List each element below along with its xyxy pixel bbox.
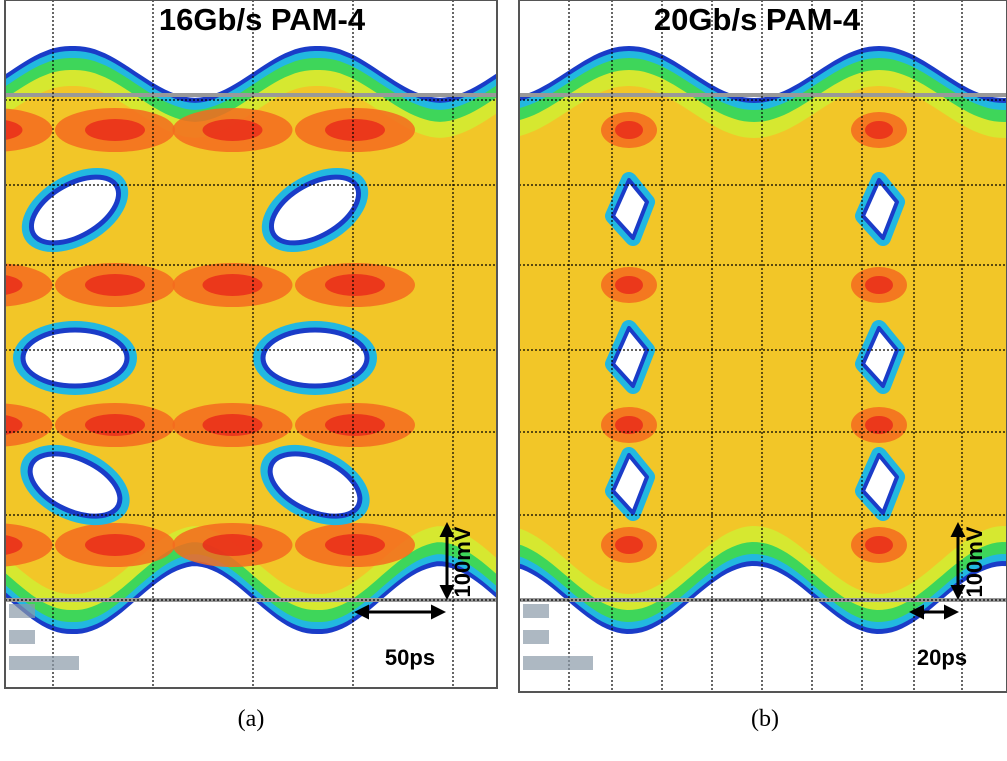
voltage-scale: 100mV (962, 526, 987, 597)
figure: 16Gb/s PAM-4 20Gb/s PAM-4 100mV 50ps 100… (0, 0, 1007, 761)
scope-readout (523, 656, 593, 670)
density-hot (325, 119, 385, 141)
density-hot (85, 274, 145, 296)
caption: (a) (238, 706, 265, 732)
eye-opening (23, 330, 127, 386)
density-hot (865, 121, 893, 139)
density-hot (325, 414, 385, 436)
voltage-scale: 100mV (450, 526, 475, 597)
scope-readout (9, 604, 35, 618)
density-hot (865, 416, 893, 434)
signal-band (509, 86, 1007, 594)
scope-readout (523, 630, 549, 644)
eye-diagram-b (509, 0, 1007, 692)
caption: (b) (751, 706, 779, 732)
scope-readout (9, 656, 79, 670)
density-hot (615, 536, 643, 554)
density-hot (85, 534, 145, 556)
density-hot (85, 119, 145, 141)
density-hot (325, 534, 385, 556)
density-hot (325, 274, 385, 296)
panel-title: 20Gb/s PAM-4 (654, 2, 861, 37)
eye-diagram-a (0, 0, 507, 688)
density-hot (615, 121, 643, 139)
density-hot (615, 416, 643, 434)
scope-readout (523, 604, 549, 618)
panel-title: 16Gb/s PAM-4 (159, 2, 366, 37)
density-hot (865, 276, 893, 294)
density-hot (85, 414, 145, 436)
density-hot (865, 536, 893, 554)
density-hot (615, 276, 643, 294)
time-scale: 50ps (385, 645, 435, 670)
eye-opening (263, 330, 367, 386)
time-scale: 20ps (917, 645, 967, 670)
scope-readout (9, 630, 35, 644)
